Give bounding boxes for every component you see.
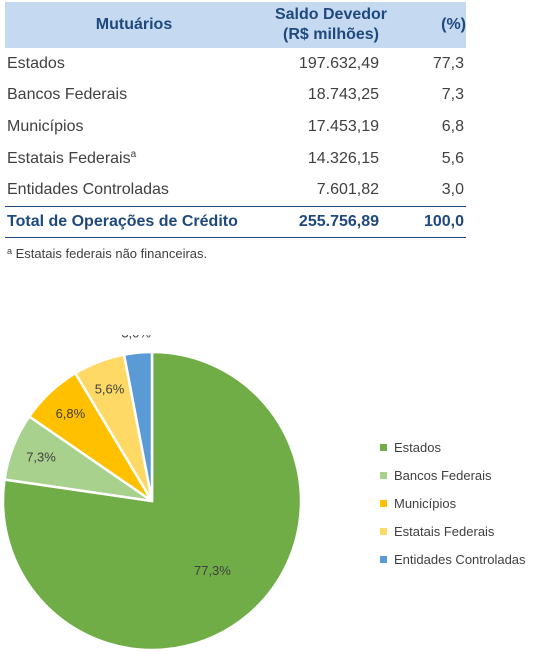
footnote-mark: a	[7, 246, 13, 256]
footnote-text: Estatais federais não financeiras.	[12, 246, 208, 261]
header-percent: (%)	[399, 2, 466, 48]
row-name: Estados	[7, 54, 65, 72]
row-percent: 3,0	[441, 181, 464, 199]
pie-data-label-0: 77,3%	[194, 563, 231, 578]
pie-data-label-1: 7,3%	[26, 449, 56, 464]
legend-swatch	[380, 471, 387, 479]
row-percent: 77,3	[432, 54, 464, 72]
header-borrowers: Mutuários	[5, 2, 263, 48]
row-name-cell: Estados	[5, 48, 263, 80]
legend-swatch	[380, 499, 387, 507]
total-percent: 100,0	[399, 205, 466, 238]
pie-slice-4	[122, 350, 154, 502]
legend-label: Bancos Federais	[394, 467, 492, 483]
legend-item: Bancos Federais	[380, 461, 526, 489]
table-row: Bancos Federais 18.743,25 7,3	[5, 80, 466, 112]
legend-swatch	[380, 555, 387, 563]
row-name-cell: Municípios	[5, 111, 263, 143]
header-balance-line2: (R$ milhões)	[282, 26, 379, 43]
legend-swatch	[380, 527, 387, 535]
legend-item: Entidades Controladas	[380, 545, 526, 573]
credit-operations-table: Mutuários Saldo Devedor (R$ milhões) (%)…	[5, 2, 466, 238]
row-value: 197.632,49	[298, 54, 379, 72]
row-name: Entidades Controladas	[7, 181, 169, 199]
pie-data-label-4: 3,0%	[121, 335, 151, 340]
row-value: 18.743,25	[307, 86, 379, 104]
row-percent: 5,6	[441, 149, 464, 167]
row-value: 7.601,82	[316, 181, 379, 199]
legend-label: Municípios	[394, 495, 457, 511]
table-row: Estatais Federaisa 14.326,15 5,6	[5, 143, 466, 175]
legend-label: Entidades Controladas	[394, 551, 526, 567]
table-row: Municípios 17.453,19 6,8	[5, 111, 466, 143]
table-row: Estados 197.632,49 77,3	[5, 48, 466, 80]
header-balance-line1: Saldo Devedor	[274, 6, 388, 23]
pie-chart: 77,3% 7,3% 6,8% 5,6% 3,0%	[1, 335, 303, 652]
row-value: 14.326,15	[307, 149, 379, 167]
chart-legend: Estados Bancos Federais Municípios Estatais…	[380, 433, 526, 573]
total-name: Total de Operações de Crédito	[5, 205, 263, 238]
total-value: 255.756,89	[263, 205, 399, 238]
pie-data-label-3: 5,6%	[95, 382, 125, 397]
row-value: 17.453,19	[307, 117, 379, 135]
legend-swatch	[380, 443, 387, 451]
legend-item: Municípios	[380, 489, 526, 517]
footnote: a Estatais federais não financeiras.	[7, 246, 207, 261]
total-row: Total de Operações de Crédito 255.756,89…	[5, 205, 466, 238]
row-name-cell: Estatais Federaisa	[5, 143, 263, 175]
legend-item: Estados	[380, 433, 526, 461]
row-percent: 7,3	[441, 86, 464, 104]
legend-label: Estatais Federais	[394, 523, 495, 539]
header-balance: Saldo Devedor (R$ milhões)	[263, 2, 399, 48]
row-name-cell: Entidades Controladas	[5, 174, 263, 206]
row-note: a	[130, 148, 137, 160]
table-row: Entidades Controladas 7.601,82 3,0	[5, 174, 466, 206]
pie-data-label-2: 6,8%	[56, 406, 86, 421]
row-name: Bancos Federais	[7, 86, 128, 104]
legend-label: Estados	[394, 439, 441, 455]
table-header-row: Mutuários Saldo Devedor (R$ milhões) (%)	[5, 2, 466, 48]
row-percent: 6,8	[441, 117, 464, 135]
row-name-cell: Bancos Federais	[5, 80, 263, 112]
row-name: Municípios	[7, 117, 84, 135]
legend-item: Estatais Federais	[380, 517, 526, 545]
pie-slice-0	[1, 350, 303, 652]
row-name: Estatais Federais	[7, 149, 131, 167]
